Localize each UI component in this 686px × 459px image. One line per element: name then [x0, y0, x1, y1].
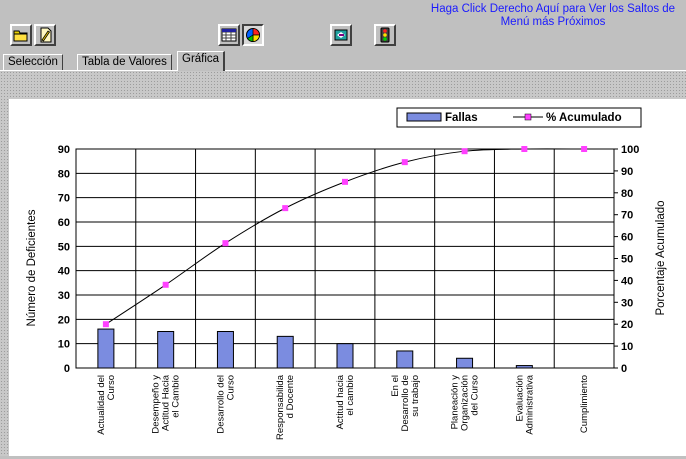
- y2-axis-label: Porcentaje Acumulado: [655, 200, 667, 315]
- x-tick-label: Actitud haciael cambio: [335, 374, 356, 429]
- x-axis-labels: Actualidad delCurso Desempeño yActitud Ha…: [96, 374, 590, 440]
- x-tick-label: Planeación yOrganizacióndel Curso: [450, 375, 481, 431]
- document-edit-icon: [40, 27, 52, 43]
- legend-bars-label: Fallas: [445, 112, 478, 124]
- cumulative-point: [282, 205, 289, 212]
- tab-tabla-de-valores[interactable]: Tabla de Valores: [77, 54, 172, 70]
- chart-view-button[interactable]: [242, 24, 264, 46]
- pie-chart-icon: [246, 28, 260, 42]
- legend-bar-swatch: [406, 112, 442, 122]
- y2-tick-label: 30: [621, 297, 633, 309]
- tab-grafica[interactable]: Gráfica: [177, 51, 226, 71]
- bar-fallas: [336, 343, 354, 369]
- y2-tick-label: 60: [621, 232, 633, 244]
- y-tick-label: 20: [58, 314, 70, 326]
- tab-seleccion[interactable]: Selección: [3, 54, 63, 70]
- y-tick-label: 30: [58, 290, 70, 302]
- cumulative-line: [105, 148, 585, 325]
- cumulative-point: [162, 281, 169, 288]
- y-tick-label: 60: [58, 217, 70, 229]
- left-axis-ticks: 0 10 20 30 40 50 60 70 80 90: [58, 144, 70, 375]
- edit-document-button[interactable]: [34, 24, 56, 46]
- y-tick-label: 0: [64, 363, 70, 375]
- x-tick-label: EvaluaciónAdministrativa: [514, 374, 535, 434]
- cumulative-point: [342, 178, 348, 185]
- right-axis-ticks: 0 10 20 30 40 50 60 70 80 90 100: [614, 144, 639, 375]
- y-axis-label: Número de Deficientes: [26, 209, 38, 326]
- toolbar: Haga Click Derecho Aquí para Ver los Sal…: [0, 0, 686, 50]
- y2-tick-label: 20: [621, 319, 633, 331]
- cumulative-point: [401, 159, 408, 166]
- traffic-light-icon: [380, 27, 390, 43]
- tab-divider: [0, 70, 686, 71]
- y2-tick-label: 70: [621, 210, 633, 222]
- x-tick-label: En elDesarrollo desu trabajo: [390, 375, 421, 432]
- y2-tick-label: 50: [621, 254, 633, 266]
- export-button[interactable]: [330, 24, 352, 46]
- y2-tick-label: 80: [621, 188, 633, 200]
- bar-fallas: [515, 365, 533, 369]
- open-folder-icon: [13, 30, 28, 42]
- cumulative-point: [461, 148, 468, 155]
- y2-tick-label: 100: [621, 144, 639, 156]
- y-tick-label: 90: [58, 144, 70, 156]
- bar-fallas: [157, 331, 175, 369]
- export-icon: [334, 29, 348, 41]
- chart-cumulative-line: [102, 146, 588, 328]
- y-tick-label: 70: [58, 193, 70, 205]
- y2-tick-label: 40: [621, 275, 633, 287]
- bar-fallas: [456, 357, 474, 369]
- bar-fallas: [276, 335, 294, 369]
- y2-tick-label: 10: [621, 341, 633, 353]
- legend-line-marker: [524, 113, 532, 121]
- y-tick-label: 80: [58, 168, 70, 180]
- cumulative-point: [521, 146, 528, 152]
- menu-shortcuts-link[interactable]: Haga Click Derecho Aquí para Ver los Sal…: [430, 3, 676, 28]
- pareto-chart: Fallas % Acumulado 0 10 20 30 40 50 60 70 80 90 0…: [26, 107, 667, 440]
- x-tick-label: Actualidad delCurso: [96, 375, 117, 435]
- y-tick-label: 40: [58, 266, 70, 278]
- x-tick-label: Responsabilidad Docente: [275, 374, 296, 440]
- bar-fallas: [216, 331, 234, 369]
- cumulative-point: [102, 321, 109, 328]
- cumulative-point: [581, 146, 588, 152]
- y-tick-label: 50: [58, 241, 70, 253]
- legend-line-label: % Acumulado: [546, 112, 622, 124]
- x-tick-label: Cumplimiento: [579, 375, 590, 433]
- bar-fallas: [97, 328, 115, 369]
- chart-area: Fallas % Acumulado 0 10 20 30 40 50 60 70 80 90 0…: [9, 99, 686, 456]
- status-button[interactable]: [374, 24, 396, 46]
- chart-legend: Fallas % Acumulado: [396, 107, 642, 128]
- cumulative-point: [222, 240, 229, 247]
- open-button[interactable]: [10, 24, 32, 46]
- chart-bars: [97, 328, 533, 369]
- tab-bar: Selección Tabla de Valores Gráfica: [0, 50, 686, 72]
- table-view-button[interactable]: [218, 24, 240, 46]
- x-tick-label: Desarrollo delCurso: [215, 375, 236, 434]
- y-tick-label: 10: [58, 339, 70, 351]
- bar-fallas: [396, 350, 414, 369]
- y2-tick-label: 90: [621, 166, 633, 178]
- table-view-icon: [221, 28, 237, 42]
- x-tick-label: Desempeño yActitud Haciael Cambio: [151, 374, 182, 433]
- y2-tick-label: 0: [621, 363, 627, 375]
